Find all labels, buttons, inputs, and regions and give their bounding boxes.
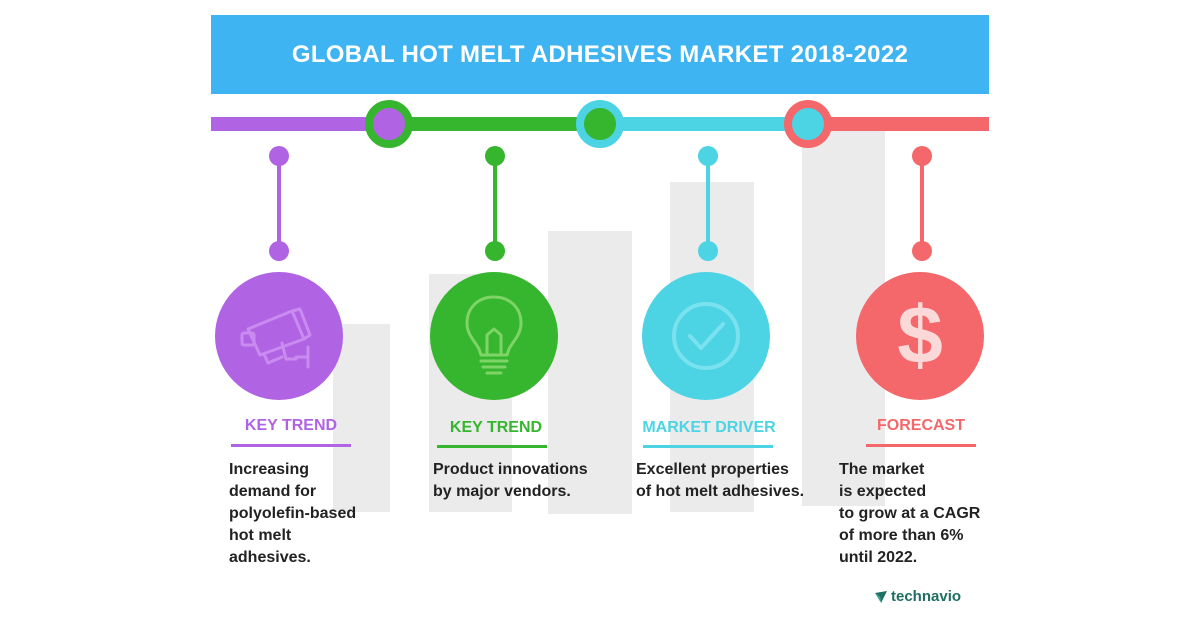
icon-circle-forecast: $ (856, 272, 984, 400)
stem-line (277, 156, 281, 250)
stem-dot-bottom (269, 241, 289, 261)
timeline-node-3 (784, 100, 832, 148)
description-line: until 2022. (839, 549, 918, 566)
card-label: MARKET DRIVER (642, 419, 776, 436)
label-underline (231, 444, 351, 447)
icon-circle-key-trend-1 (215, 272, 343, 400)
description-line: demand for (229, 483, 317, 500)
background-bar (548, 231, 632, 514)
description-line: Increasing (229, 461, 310, 478)
stem-line (706, 156, 710, 250)
svg-text:$: $ (897, 291, 943, 381)
description-line: Excellent properties (636, 461, 789, 478)
icon-circle-key-trend-2 (430, 272, 558, 400)
stem-dot-bottom (698, 241, 718, 261)
stem-dot-top (698, 146, 718, 166)
card-description: Product innovations by major vendors. (433, 459, 588, 503)
icon-circle-market-driver (642, 272, 770, 400)
stem-dot-top (269, 146, 289, 166)
stem-line (920, 156, 924, 250)
description-line: to grow at a CAGR (839, 505, 981, 522)
card-description: Increasing demand for polyolefin-based h… (229, 459, 356, 569)
timeline-node-1 (365, 100, 413, 148)
header-banner: GLOBAL HOT MELT ADHESIVES MARKET 2018-20… (211, 15, 989, 94)
card-label: KEY TREND (449, 419, 543, 436)
stem-line (493, 156, 497, 250)
lightbulb-icon (465, 295, 523, 375)
card-description: The market is expected to grow at a CAGR… (839, 459, 980, 569)
stem-dot-bottom (485, 241, 505, 261)
checkmark-icon (672, 302, 740, 370)
card-description: Excellent properties of hot melt adhesiv… (636, 459, 804, 503)
dollar-icon: $ (897, 291, 943, 381)
card-label: KEY TREND (244, 417, 338, 434)
stem-dot-top (485, 146, 505, 166)
description-line: The market (839, 461, 925, 478)
label-underline (866, 444, 976, 447)
description-line: polyolefin-based (229, 505, 357, 522)
timeline-node-2 (576, 100, 624, 148)
cctv-camera-icon (240, 307, 312, 369)
background-bar (333, 324, 390, 512)
brand-logo: technavio (874, 588, 961, 605)
brand-name: technavio (891, 588, 962, 605)
description-line: by major vendors. (433, 483, 571, 500)
label-underline (437, 445, 547, 448)
label-underline (643, 445, 773, 448)
description-line: adhesives. (229, 549, 311, 566)
stem-dot-top (912, 146, 932, 166)
page-title: GLOBAL HOT MELT ADHESIVES MARKET 2018-20… (291, 40, 909, 68)
card-label: FORECAST (877, 417, 965, 434)
description-line: hot melt (229, 527, 292, 544)
description-line: of more than 6% (839, 527, 964, 544)
stem-dot-bottom (912, 241, 932, 261)
description-line: is expected (839, 483, 927, 500)
description-line: of hot melt adhesives. (636, 483, 805, 500)
description-line: Product innovations (433, 461, 588, 478)
technavio-logo-icon (875, 590, 887, 603)
